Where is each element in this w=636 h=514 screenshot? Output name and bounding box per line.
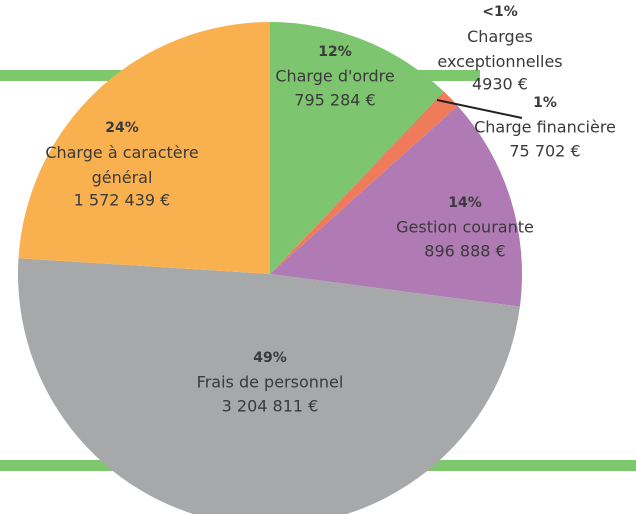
value-label: 3 204 811 € [222, 397, 319, 416]
value-label: 4930 € [472, 75, 528, 94]
slice [18, 258, 520, 514]
slice [18, 22, 271, 274]
slice [270, 91, 445, 275]
slice [270, 105, 522, 307]
slice [270, 22, 445, 274]
slice-label: Frais de personnel [197, 373, 344, 392]
percent-label: 1% [533, 95, 557, 111]
slice-label: Charges exceptionnelles [437, 27, 562, 71]
slice-label: Charge d'ordre [275, 67, 394, 86]
slice [270, 92, 458, 275]
slice-label: Gestion courante [396, 218, 534, 237]
percent-label: 49% [253, 350, 287, 366]
percent-label: 12% [318, 44, 352, 60]
slice-label: Charge financière [474, 118, 616, 137]
value-label: 1 572 439 € [74, 191, 171, 210]
pie [18, 22, 522, 514]
value-label: 75 702 € [509, 142, 580, 161]
value-label: 896 888 € [424, 242, 505, 261]
percent-label: 24% [105, 120, 139, 136]
labels: 12% Charge d'ordre 795 284 € <1% Charges exce… [45, 4, 616, 416]
value-label: 795 284 € [294, 91, 375, 110]
leader-line [436, 99, 523, 119]
slice-label: Charge à caractère général [45, 143, 198, 187]
percent-label: <1% [482, 4, 518, 20]
percent-label: 14% [448, 195, 482, 211]
